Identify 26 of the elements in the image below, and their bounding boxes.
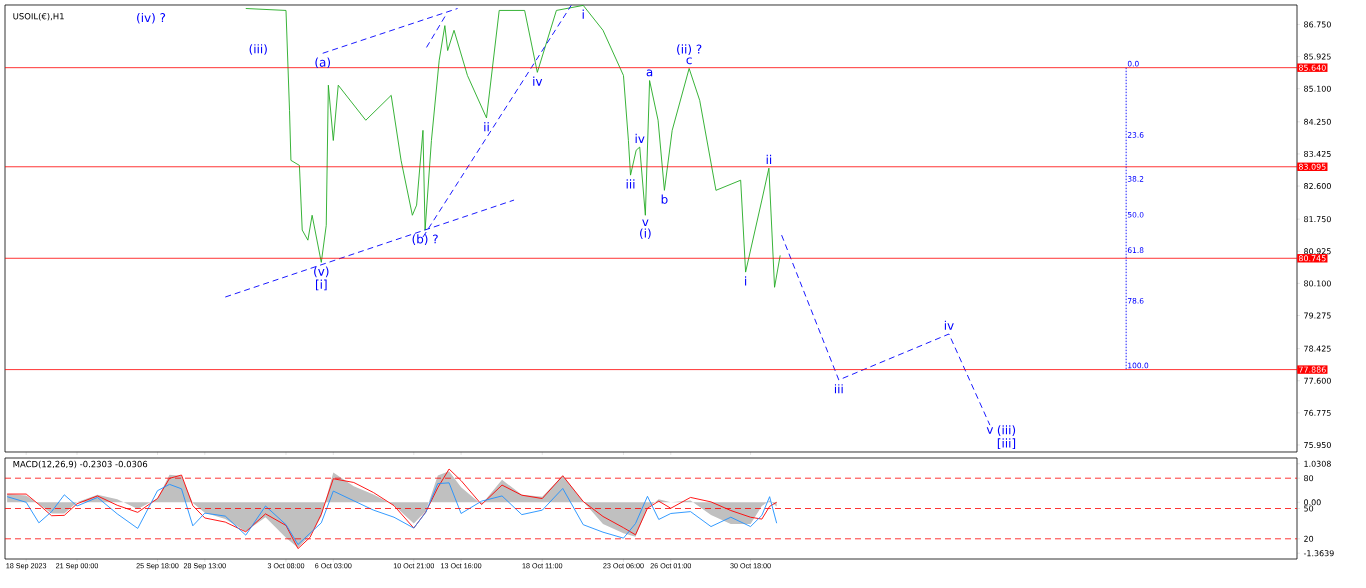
annotation: v — [642, 219, 649, 226]
annotation: (iii) — [249, 44, 267, 55]
annotation: ii — [766, 154, 772, 164]
annotation: iii — [834, 384, 843, 394]
annotation: iv — [944, 320, 954, 330]
annotation: [i] — [316, 279, 327, 291]
annotation: (b) ? — [412, 234, 438, 245]
annotation: c — [686, 57, 692, 65]
annotation: [iii] — [997, 438, 1016, 449]
annotation: v — [986, 427, 994, 434]
chart-title: MACD(12,26,9) -0.2303 -0.0306 — [13, 460, 148, 469]
annotation: i — [582, 9, 584, 19]
annotation: (iv) ? — [137, 12, 166, 24]
annotation: (i) — [640, 228, 651, 240]
annotation: a — [646, 69, 653, 77]
annotation: (iii) — [997, 425, 1016, 436]
annotation: iv — [635, 133, 645, 143]
text: USOIL(€),H1 — [13, 12, 64, 21]
annotation: b — [661, 194, 668, 204]
annotation: (v) — [314, 266, 329, 278]
annotation: (a) — [315, 57, 331, 69]
annotation: ii — [484, 122, 489, 132]
annotation: i — [745, 276, 747, 286]
annotation: iii — [626, 179, 635, 189]
annotation: (ii) ? — [677, 44, 702, 55]
annotation: iv — [533, 76, 543, 86]
